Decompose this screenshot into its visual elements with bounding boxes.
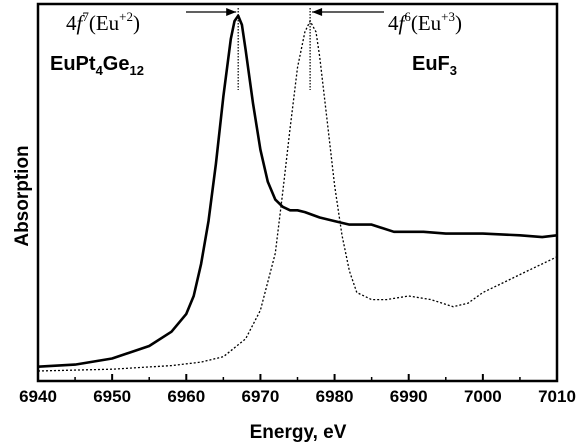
x-tick-label: 6990 <box>390 387 428 406</box>
annotation-eu2-sup: 7 <box>82 9 89 24</box>
annotation-eu2-f: f <box>77 11 86 35</box>
x-tick-label: 6950 <box>93 387 131 406</box>
label-eupt4ge12-sub1: 4 <box>96 63 104 78</box>
annotation-eu2: 4f7(Eu+2) <box>66 9 140 35</box>
annotation-eu3: 4f6(Eu+3) <box>388 9 462 35</box>
x-tick-label: 6940 <box>19 387 57 406</box>
annotation-eu3-tail: (Eu <box>411 11 442 35</box>
x-axis-ticks: 6940 6950 6960 6970 6980 6990 7000 7010 <box>19 374 576 406</box>
label-eupt4ge12-sub2: 12 <box>129 63 143 78</box>
x-axis-title: Energy, eV <box>250 422 347 443</box>
annotation-eu2-prefix: 4 <box>66 11 77 35</box>
label-euf3-sub1: 3 <box>450 63 457 78</box>
label-euf3: EuF3 <box>412 53 457 78</box>
annotation-arrow-head <box>312 8 323 16</box>
annotation-eu3-sup: 6 <box>404 9 411 24</box>
x-tick-label: 6960 <box>167 387 205 406</box>
annotation-eu2-charge: +2 <box>119 9 133 24</box>
series-line-dotted <box>37 20 558 372</box>
series-lines <box>37 14 558 372</box>
peak-markers <box>186 8 384 90</box>
x-tick-label: 6970 <box>242 387 280 406</box>
x-tick-label: 7010 <box>538 387 576 406</box>
annotation-eu3-prefix: 4 <box>388 11 399 35</box>
annotation-eu2-tail: (Eu <box>89 11 120 35</box>
label-eupt4ge12: EuPt4Ge12 <box>50 53 144 78</box>
annotation-eu3-charge: +3 <box>441 9 455 24</box>
y-axis-title: Absorption <box>12 145 33 246</box>
label-eupt4ge12-main: EuPt <box>50 53 96 75</box>
label-eupt4ge12-mid: Ge <box>103 53 130 75</box>
label-euf3-main: EuF <box>412 53 450 75</box>
series-line-solid <box>37 14 558 368</box>
x-tick-label: 7000 <box>464 387 502 406</box>
annotation-eu3-close: ) <box>455 11 462 35</box>
x-tick-label: 6980 <box>316 387 354 406</box>
annotation-eu3-f: f <box>399 11 408 35</box>
annotation-eu2-close: ) <box>133 11 140 35</box>
annotation-arrow-head <box>226 8 237 16</box>
